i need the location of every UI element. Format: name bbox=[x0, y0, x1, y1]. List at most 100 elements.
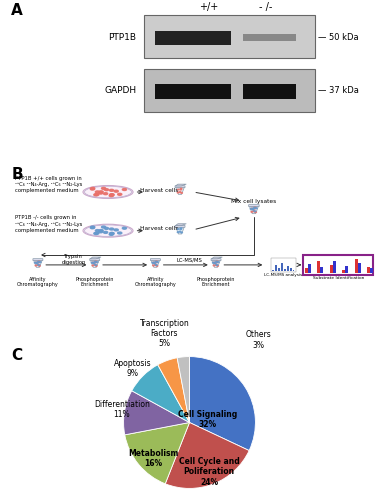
Circle shape bbox=[155, 262, 157, 263]
Polygon shape bbox=[176, 188, 184, 194]
Circle shape bbox=[104, 228, 108, 230]
Text: Others
3%: Others 3% bbox=[246, 330, 271, 350]
Text: Phosphoprotein
Enrichment: Phosphoprotein Enrichment bbox=[197, 276, 235, 287]
Circle shape bbox=[102, 188, 106, 190]
Circle shape bbox=[99, 230, 103, 232]
Circle shape bbox=[94, 264, 96, 266]
FancyBboxPatch shape bbox=[303, 255, 373, 275]
Circle shape bbox=[92, 265, 94, 266]
Circle shape bbox=[95, 262, 96, 263]
Circle shape bbox=[103, 192, 108, 194]
Circle shape bbox=[99, 231, 103, 233]
FancyBboxPatch shape bbox=[243, 84, 296, 99]
Text: Phosphoprotein
Enrichment: Phosphoprotein Enrichment bbox=[75, 276, 114, 287]
Text: Cell Signaling
32%: Cell Signaling 32% bbox=[179, 410, 238, 429]
Circle shape bbox=[93, 263, 95, 264]
Text: — 37 kDa: — 37 kDa bbox=[318, 86, 359, 95]
Circle shape bbox=[254, 208, 255, 209]
Text: Apoptosis
9%: Apoptosis 9% bbox=[114, 359, 151, 378]
Circle shape bbox=[92, 262, 94, 263]
Circle shape bbox=[110, 232, 114, 234]
Circle shape bbox=[94, 194, 98, 196]
Circle shape bbox=[122, 188, 127, 190]
Polygon shape bbox=[211, 257, 222, 259]
Bar bbox=[355, 259, 358, 274]
Wedge shape bbox=[165, 422, 249, 488]
Wedge shape bbox=[190, 356, 255, 450]
Circle shape bbox=[95, 261, 97, 262]
Circle shape bbox=[91, 188, 95, 190]
FancyBboxPatch shape bbox=[249, 204, 259, 206]
Text: Affinity
Chromatography: Affinity Chromatography bbox=[135, 276, 176, 287]
Circle shape bbox=[94, 232, 98, 234]
Circle shape bbox=[177, 189, 179, 190]
Circle shape bbox=[110, 228, 114, 230]
Circle shape bbox=[155, 264, 157, 266]
Circle shape bbox=[38, 261, 40, 262]
Circle shape bbox=[180, 189, 182, 190]
Wedge shape bbox=[125, 422, 190, 484]
FancyBboxPatch shape bbox=[155, 30, 231, 44]
Circle shape bbox=[122, 227, 127, 229]
Polygon shape bbox=[91, 260, 99, 268]
Wedge shape bbox=[132, 364, 190, 422]
Circle shape bbox=[95, 194, 99, 196]
Text: Differentiation
11%: Differentiation 11% bbox=[94, 400, 150, 419]
Text: Mix cell lysates: Mix cell lysates bbox=[231, 198, 277, 203]
Text: +/+: +/+ bbox=[199, 2, 218, 12]
Ellipse shape bbox=[83, 224, 133, 237]
Circle shape bbox=[96, 191, 100, 193]
Text: - /-: - /- bbox=[258, 2, 272, 12]
Circle shape bbox=[153, 262, 154, 263]
Bar bbox=[320, 268, 323, 274]
Text: B: B bbox=[11, 167, 23, 182]
Ellipse shape bbox=[83, 186, 133, 198]
Circle shape bbox=[213, 262, 214, 263]
Circle shape bbox=[109, 234, 113, 235]
FancyBboxPatch shape bbox=[155, 84, 231, 99]
Bar bbox=[284, 270, 285, 271]
Circle shape bbox=[216, 261, 218, 262]
Wedge shape bbox=[158, 358, 190, 422]
Circle shape bbox=[252, 208, 254, 209]
Circle shape bbox=[216, 264, 218, 266]
Text: LC-MS/MS analysis: LC-MS/MS analysis bbox=[264, 273, 302, 277]
Polygon shape bbox=[151, 260, 160, 268]
Polygon shape bbox=[34, 260, 42, 268]
Circle shape bbox=[109, 194, 113, 196]
FancyBboxPatch shape bbox=[33, 258, 43, 260]
Circle shape bbox=[110, 232, 114, 234]
Circle shape bbox=[36, 262, 38, 263]
Circle shape bbox=[36, 263, 38, 264]
Text: PTP1B +/+ cells grown in
¹³C₆ ¹⁴N₄-Arg, ¹³C₆ ¹⁴N₂-Lys
complemented medium: PTP1B +/+ cells grown in ¹³C₆ ¹⁴N₄-Arg, … bbox=[15, 176, 83, 193]
Bar bbox=[367, 266, 370, 274]
Polygon shape bbox=[90, 257, 101, 259]
FancyBboxPatch shape bbox=[243, 34, 296, 42]
Circle shape bbox=[117, 194, 122, 196]
Bar bbox=[281, 263, 283, 271]
Circle shape bbox=[215, 263, 216, 264]
Text: Substrate Identification: Substrate Identification bbox=[313, 276, 364, 280]
Bar bbox=[370, 268, 373, 274]
Circle shape bbox=[250, 208, 252, 209]
Bar bbox=[290, 268, 291, 271]
Bar bbox=[275, 265, 277, 271]
Circle shape bbox=[181, 232, 182, 233]
Circle shape bbox=[96, 230, 100, 232]
FancyBboxPatch shape bbox=[144, 70, 315, 112]
Circle shape bbox=[114, 190, 118, 192]
FancyBboxPatch shape bbox=[211, 258, 221, 260]
Circle shape bbox=[104, 188, 108, 190]
Circle shape bbox=[216, 262, 218, 263]
Circle shape bbox=[214, 262, 216, 263]
Circle shape bbox=[35, 262, 37, 263]
Circle shape bbox=[179, 231, 181, 232]
Polygon shape bbox=[212, 260, 220, 268]
Circle shape bbox=[177, 192, 179, 193]
Circle shape bbox=[152, 262, 153, 263]
Circle shape bbox=[90, 227, 94, 228]
Circle shape bbox=[91, 226, 95, 228]
Text: Trypsin
digestion: Trypsin digestion bbox=[62, 254, 86, 265]
Circle shape bbox=[38, 264, 40, 266]
Text: Metabolism
16%: Metabolism 16% bbox=[128, 449, 179, 468]
